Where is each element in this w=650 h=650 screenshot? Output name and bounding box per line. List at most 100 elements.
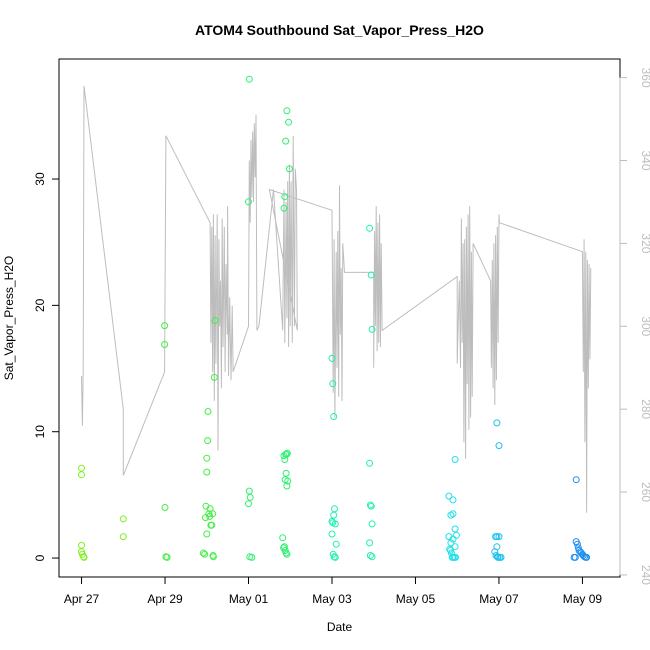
- data-point: [366, 224, 374, 232]
- data-point: [452, 531, 460, 539]
- data-point: [202, 514, 209, 522]
- data-point: [451, 525, 459, 533]
- x-tick-label: May 09: [563, 592, 603, 606]
- data-point: [80, 553, 88, 561]
- data-point: [204, 437, 212, 445]
- data-point: [78, 471, 85, 479]
- data-point: [452, 553, 459, 561]
- data-point: [283, 450, 290, 458]
- data-point: [368, 325, 376, 333]
- data-point: [211, 317, 219, 324]
- data-point: [328, 530, 336, 538]
- data-point: [583, 553, 591, 561]
- data-point: [209, 510, 217, 518]
- data-point: [78, 541, 85, 549]
- data-point: [285, 165, 293, 173]
- y2-tick-label: 300: [639, 316, 650, 336]
- data-point: [368, 520, 376, 528]
- point-layer: [78, 75, 591, 561]
- y2-tick-label: 260: [639, 482, 650, 502]
- data-point: [329, 380, 337, 388]
- data-point: [282, 469, 290, 477]
- chart-title: ATOM4 Southbound Sat_Vapor_Press_H2O: [195, 22, 484, 38]
- y-tick-label: 10: [33, 425, 47, 439]
- data-point: [368, 553, 376, 561]
- data-point: [245, 198, 252, 206]
- data-point: [573, 540, 581, 548]
- y-tick-label: 30: [33, 172, 47, 186]
- data-point: [367, 271, 375, 279]
- y2-axis: 240 260 280 300 320 340 360: [619, 68, 650, 585]
- data-point: [279, 534, 287, 542]
- data-point: [78, 464, 85, 472]
- data-point: [283, 482, 291, 490]
- x-tick-label: May 05: [396, 592, 436, 606]
- data-point: [210, 373, 218, 381]
- data-point: [282, 549, 290, 557]
- y-axis-label: Sat_Vapor_Press_H2O: [2, 256, 16, 381]
- data-point: [449, 510, 457, 518]
- data-point: [366, 459, 374, 467]
- data-point: [495, 442, 503, 450]
- data-point: [163, 553, 171, 561]
- data-point: [282, 137, 290, 145]
- data-point: [366, 552, 374, 559]
- x-tick-label: May 07: [479, 592, 519, 606]
- data-point: [331, 520, 339, 528]
- data-point: [281, 193, 289, 201]
- x-axis-label: Date: [327, 620, 353, 634]
- data-point: [280, 543, 288, 551]
- data-point: [209, 553, 217, 561]
- x-tick-label: May 03: [312, 592, 352, 606]
- data-point: [245, 487, 253, 495]
- data-point: [330, 413, 338, 420]
- data-point: [283, 449, 291, 457]
- data-point: [572, 476, 580, 484]
- data-point: [201, 550, 209, 558]
- data-point: [493, 419, 501, 427]
- data-point: [447, 539, 455, 547]
- data-point: [245, 500, 252, 508]
- data-point: [248, 553, 256, 561]
- line-layer: [81, 85, 592, 513]
- data-point: [367, 502, 375, 510]
- x-axis: Apr 27 Apr 29 May 01 May 03 May 05 May 07 May …: [64, 576, 603, 606]
- data-point: [366, 539, 374, 547]
- data-point: [204, 408, 212, 415]
- data-point: [208, 521, 216, 529]
- data-point: [284, 477, 292, 485]
- data-point: [331, 553, 339, 561]
- secondary-series-line: [81, 85, 592, 513]
- data-point: [161, 504, 169, 511]
- x-tick-label: Apr 27: [64, 592, 100, 606]
- data-point: [203, 454, 211, 462]
- y-axis: 0 10 20 30: [33, 172, 60, 561]
- data-point: [280, 204, 288, 212]
- data-point: [571, 553, 579, 561]
- data-point: [330, 511, 338, 519]
- x-tick-label: Apr 29: [147, 592, 183, 606]
- y2-tick-label: 280: [639, 399, 650, 419]
- data-point: [283, 550, 291, 558]
- data-point: [161, 322, 169, 330]
- plot-frame: [58, 58, 621, 578]
- data-point: [285, 118, 293, 126]
- data-point: [161, 341, 169, 348]
- y2-tick-label: 320: [639, 233, 650, 253]
- data-point: [245, 75, 253, 83]
- data-point: [199, 549, 207, 557]
- y2-tick-label: 360: [639, 68, 650, 88]
- data-point: [493, 543, 501, 551]
- data-point: [449, 496, 457, 504]
- data-point: [451, 456, 459, 463]
- data-point: [119, 533, 127, 541]
- data-point: [495, 533, 503, 541]
- data-point: [283, 107, 291, 115]
- data-point: [497, 553, 505, 561]
- data-point: [366, 501, 374, 509]
- data-point: [493, 533, 501, 541]
- data-point: [203, 468, 211, 476]
- data-point: [203, 530, 211, 538]
- data-point: [446, 545, 454, 553]
